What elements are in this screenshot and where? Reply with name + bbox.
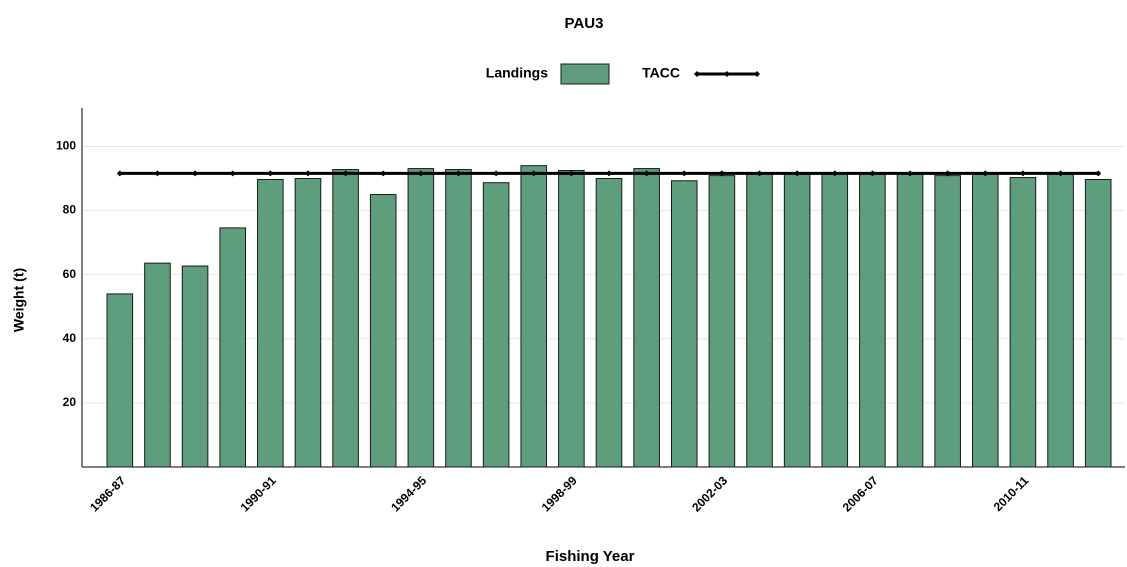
point (417, 170, 424, 177)
y-tick-label: 40 (63, 331, 77, 345)
bar (445, 169, 472, 468)
point (380, 170, 387, 177)
point (756, 170, 763, 177)
x-tick-label: 2002-03 (689, 473, 730, 514)
point (1019, 170, 1026, 177)
point (681, 170, 688, 177)
point (606, 170, 612, 177)
y-tick-label: 60 (63, 267, 77, 281)
bar (633, 168, 660, 468)
bar (821, 173, 849, 468)
x-tick-label: 1986-87 (87, 473, 128, 514)
y-tick-label: 80 (63, 203, 77, 217)
bar (859, 173, 886, 468)
point (154, 170, 161, 177)
bar (708, 175, 736, 468)
point (568, 170, 575, 177)
point (718, 170, 725, 177)
bar (520, 165, 548, 468)
point (342, 170, 349, 177)
point (267, 170, 274, 177)
bar (106, 293, 134, 468)
x-tick-label: 1998-99 (539, 473, 580, 514)
point (192, 170, 199, 177)
y-tick-label: 100 (56, 139, 76, 153)
bar (972, 173, 999, 468)
point (455, 170, 462, 177)
bar (219, 227, 246, 468)
bar (783, 173, 811, 468)
point (229, 170, 236, 177)
x-axis-title: Fishing Year (546, 548, 635, 565)
bar (257, 178, 284, 468)
point (1057, 170, 1064, 177)
y-axis-title: Weight (t) (11, 268, 27, 332)
point (304, 170, 311, 177)
bar (407, 168, 435, 468)
point (1095, 170, 1102, 177)
bar (144, 262, 171, 468)
bar (896, 173, 924, 468)
x-tick-label: 2010-11 (991, 473, 1032, 514)
legend-swatch (560, 63, 610, 85)
point (493, 170, 500, 177)
bar (332, 169, 359, 468)
y-tick-label: 20 (63, 395, 77, 409)
point (831, 170, 838, 177)
legend-marker (694, 71, 700, 77)
bar (1047, 173, 1074, 468)
point (643, 170, 650, 177)
chart-title: PAU3 (565, 15, 604, 32)
bar (1009, 177, 1037, 468)
point (982, 170, 989, 177)
bar (558, 170, 585, 468)
x-tick-label: 2006-07 (840, 473, 881, 514)
point (116, 170, 123, 177)
point (907, 170, 914, 177)
bar (1084, 178, 1112, 468)
bar (670, 180, 698, 468)
x-tick-label: 1990-91 (238, 473, 279, 514)
point (530, 170, 537, 177)
bar (294, 178, 322, 468)
bar (482, 182, 510, 468)
x-tick-label: 1994-95 (388, 473, 429, 514)
legend-marker (754, 71, 760, 77)
bar (181, 265, 209, 468)
legend-label: Landings (486, 65, 548, 81)
bar (369, 194, 397, 468)
point (794, 170, 801, 177)
legend-marker (724, 71, 730, 77)
point (944, 170, 951, 177)
bar (746, 173, 773, 468)
legend-label: TACC (642, 65, 680, 81)
point (869, 170, 876, 177)
bar (934, 175, 961, 468)
bar (595, 178, 623, 468)
